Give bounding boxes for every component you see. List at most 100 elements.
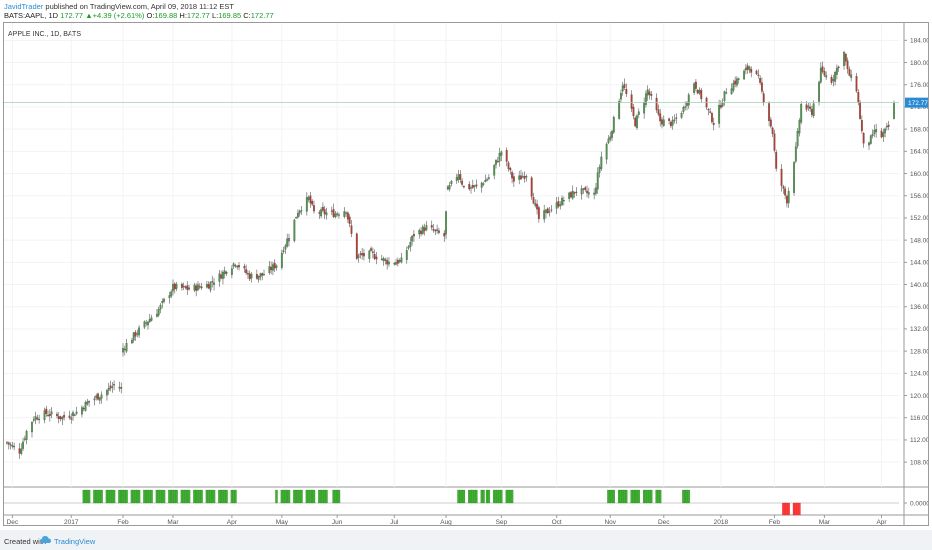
candle-body (632, 107, 635, 117)
indicator-zero-label: 0.0000 (910, 500, 928, 507)
candle-body (595, 187, 597, 194)
candle-body (305, 197, 308, 212)
candle-body (769, 119, 772, 127)
candle-body (31, 422, 33, 433)
candle-body (200, 286, 203, 289)
candle-body (131, 340, 133, 344)
candle-body (869, 135, 872, 144)
footer-created-text: Created with (4, 537, 47, 546)
candle-body (122, 348, 124, 353)
candle-body (298, 210, 301, 214)
candle-body (359, 253, 362, 255)
candle-body (273, 262, 276, 269)
candle-body (330, 210, 333, 212)
candle-body (84, 402, 87, 411)
candle-body (771, 127, 774, 134)
price-chart[interactable]: APPLE INC., 1D, BATS 0.0000 108.00 112.00… (4, 23, 928, 525)
candle-body (282, 250, 285, 252)
candle-body (646, 89, 649, 96)
candle-body (593, 192, 596, 195)
candle-body (862, 132, 865, 144)
indicator-bar-positive (100, 489, 103, 504)
candle-body (175, 284, 178, 289)
candle-body (197, 284, 199, 291)
candle-body (859, 102, 862, 119)
candle-body (222, 272, 224, 279)
y-tick-label: 184.00 (910, 38, 928, 45)
candle-body (118, 387, 121, 389)
candle-body (61, 416, 64, 420)
y-tick-label: 168.00 (910, 126, 928, 133)
candle-body (568, 192, 571, 199)
indicator-bar-positive (150, 489, 153, 504)
candle-body (270, 266, 273, 271)
author-link[interactable]: JavidTrader (4, 2, 44, 11)
candle-body (271, 264, 274, 271)
tradingview-link[interactable]: TradingView (54, 537, 96, 546)
candle-body (313, 205, 315, 212)
candle-body (794, 146, 797, 162)
candle-body (382, 257, 385, 262)
indicator-bar-positive (510, 489, 514, 504)
candle-body (432, 228, 435, 231)
candle-body (475, 184, 478, 187)
candle-body (721, 102, 724, 107)
candle-body (643, 102, 646, 114)
candle-body (744, 67, 747, 71)
candle-body (521, 176, 524, 178)
indicator-bar-positive (175, 489, 178, 504)
candle-body (400, 257, 403, 263)
candle-body (848, 69, 851, 76)
candle-body (120, 387, 123, 389)
indicator-bar-positive (500, 489, 503, 504)
indicator-bar-positive (612, 489, 615, 504)
candle-body (807, 105, 810, 108)
high-value: 172.77 (186, 11, 210, 20)
candle-body (332, 209, 335, 217)
footer-bar: Created with TradingView (0, 530, 932, 550)
candle-body (257, 275, 260, 280)
candle-body (734, 80, 737, 85)
indicator-bar-positive (300, 489, 303, 504)
candle-body (209, 282, 212, 291)
candle-body (93, 398, 96, 401)
candle-body (18, 448, 21, 454)
candle-body (159, 304, 162, 310)
candle-body (546, 208, 549, 214)
candle-body (11, 444, 14, 447)
candle-body (50, 411, 53, 415)
chart-frame[interactable]: APPLE INC., 1D, BATS 0.0000 108.00 112.00… (3, 22, 929, 526)
y-tick-label: 108.00 (910, 459, 928, 466)
candle-body (496, 161, 499, 163)
candle-body (407, 246, 410, 249)
candle-body (398, 260, 401, 262)
candle-body (73, 414, 76, 416)
candle-body (462, 186, 465, 188)
candle-body (625, 88, 628, 94)
candle-body (523, 175, 526, 179)
candle-body (743, 70, 746, 80)
candle-body (213, 282, 215, 285)
candle-body (855, 76, 858, 92)
indicator-bar-positive (659, 489, 662, 504)
indicator-bar-positive (625, 489, 628, 504)
candle-body (109, 385, 112, 389)
candle-body (250, 273, 253, 279)
candle-body (810, 108, 813, 115)
low-value: 169.85 (218, 11, 242, 20)
indicator-bar-positive (225, 489, 228, 504)
candle-body (82, 408, 85, 410)
indicator-bar-positive (475, 489, 478, 504)
indicator-bar-positive (287, 489, 291, 504)
candle-body (530, 177, 533, 197)
candle-body (172, 284, 174, 292)
candle-body (236, 266, 239, 268)
candle-body (59, 416, 62, 420)
candle-body (487, 177, 490, 179)
candle-body (238, 265, 240, 268)
candle-body (355, 233, 358, 259)
candle-body (612, 116, 615, 133)
candle-body (443, 232, 446, 237)
candle-body (9, 444, 12, 446)
candle-body (821, 66, 824, 72)
